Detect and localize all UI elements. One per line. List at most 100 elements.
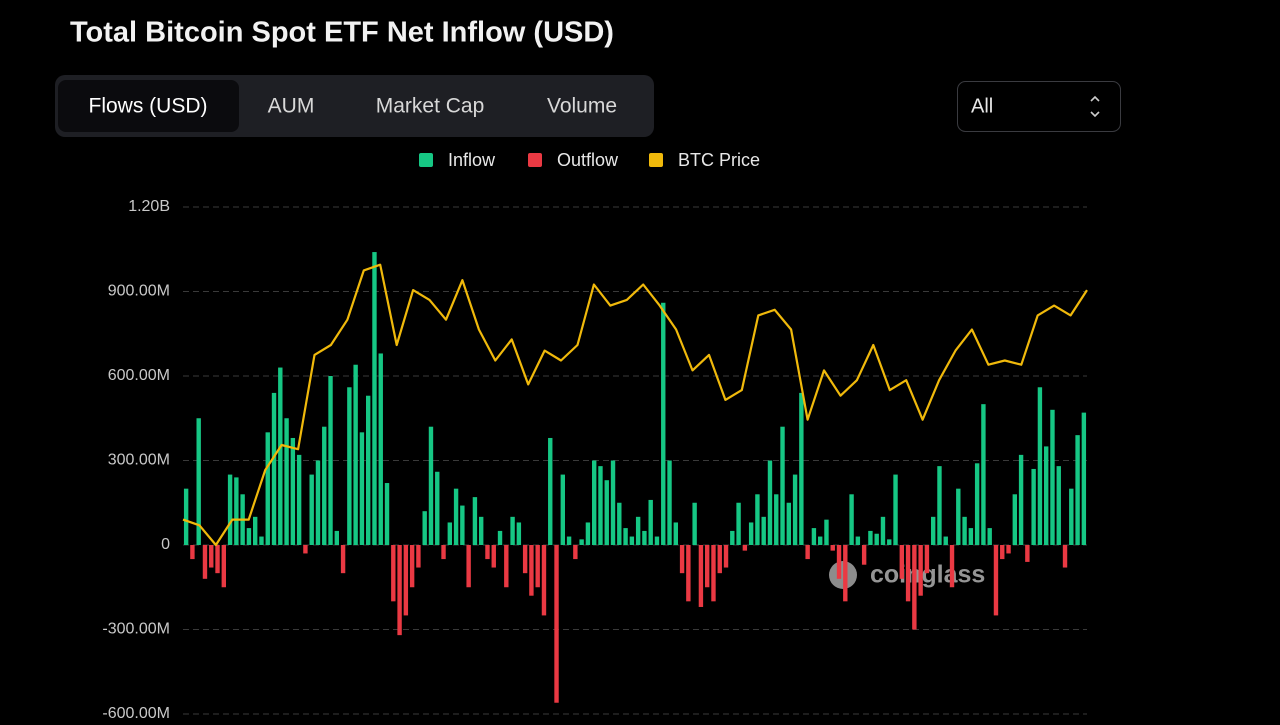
bar [196, 418, 201, 545]
bar [1037, 387, 1043, 545]
bar [378, 353, 383, 545]
bar [271, 392, 277, 545]
bar [893, 474, 898, 545]
bar [861, 545, 867, 565]
y-tick-label: -600.00M [102, 705, 170, 720]
bar [974, 463, 980, 545]
bar [949, 545, 955, 588]
bar [629, 536, 635, 545]
bar [968, 528, 974, 545]
bar [598, 466, 603, 545]
bar [642, 530, 647, 545]
bar [585, 522, 591, 545]
bar [981, 404, 986, 545]
bar [1006, 545, 1011, 554]
bar [792, 474, 798, 545]
bar [1081, 412, 1087, 545]
bar [591, 460, 597, 545]
bar [767, 460, 773, 545]
bar [799, 392, 804, 545]
bar [347, 387, 352, 545]
bar [391, 545, 396, 602]
active-tab[interactable] [58, 80, 239, 132]
bar [1043, 446, 1049, 545]
tab[interactable]: Market Cap [376, 95, 485, 118]
bar [535, 545, 540, 588]
bar [309, 474, 314, 545]
bar [761, 516, 766, 545]
tab[interactable]: AUM [268, 95, 315, 118]
bar [397, 545, 402, 636]
tab[interactable]: Flows (USD) [89, 95, 208, 118]
bar [924, 545, 930, 574]
bar [202, 545, 208, 579]
bar [290, 437, 296, 545]
bar [384, 483, 390, 545]
bar [541, 545, 547, 616]
bar [265, 432, 270, 545]
bar [466, 545, 471, 588]
bar [956, 488, 961, 545]
bar [510, 516, 515, 545]
bar [554, 545, 559, 703]
legend-swatch [419, 153, 433, 167]
bar [887, 539, 892, 545]
bar [868, 530, 873, 545]
bar [723, 545, 729, 568]
bar [522, 545, 528, 574]
bar [215, 545, 220, 574]
bar [805, 545, 810, 560]
bar [1056, 466, 1061, 545]
range-select[interactable] [957, 81, 1121, 132]
bar [246, 528, 252, 545]
bar [359, 432, 365, 545]
bar [1012, 494, 1018, 545]
bar [679, 545, 685, 574]
bar [328, 376, 333, 545]
bar [227, 474, 233, 545]
bar [1000, 545, 1005, 560]
bar [610, 460, 616, 545]
bar [1025, 545, 1030, 562]
bar [303, 545, 308, 554]
bar [573, 545, 578, 560]
bar [711, 545, 716, 602]
bar [855, 536, 861, 545]
bar [416, 545, 421, 568]
bar [912, 545, 917, 630]
bar [284, 418, 289, 545]
tab[interactable]: Volume [547, 95, 617, 118]
legend-swatch [649, 153, 663, 167]
bar [717, 545, 722, 574]
bar [824, 519, 829, 545]
bar [667, 460, 672, 545]
bar [441, 545, 446, 560]
bar [836, 545, 842, 579]
bar [259, 536, 264, 545]
bar [447, 522, 453, 545]
bar [918, 545, 923, 596]
bar [704, 545, 710, 588]
bar [322, 426, 327, 545]
bar [334, 530, 340, 545]
bar [661, 302, 666, 545]
bar [453, 488, 459, 545]
bar [428, 426, 434, 545]
bar [1062, 545, 1068, 568]
chart-title: Total Bitcoin Spot ETF Net Inflow (USD) [70, 17, 614, 49]
bar [579, 539, 584, 545]
bar [817, 536, 823, 545]
range-select-value[interactable]: All [971, 95, 993, 117]
y-tick-label: -300.00M [102, 621, 170, 638]
bar [635, 516, 641, 545]
bar [409, 545, 415, 588]
bar [962, 516, 967, 545]
bar [742, 545, 748, 551]
bar [296, 454, 302, 545]
bar [435, 471, 440, 545]
bar [899, 545, 905, 579]
bar [1031, 468, 1036, 545]
bar [252, 516, 258, 545]
bar [497, 530, 503, 545]
